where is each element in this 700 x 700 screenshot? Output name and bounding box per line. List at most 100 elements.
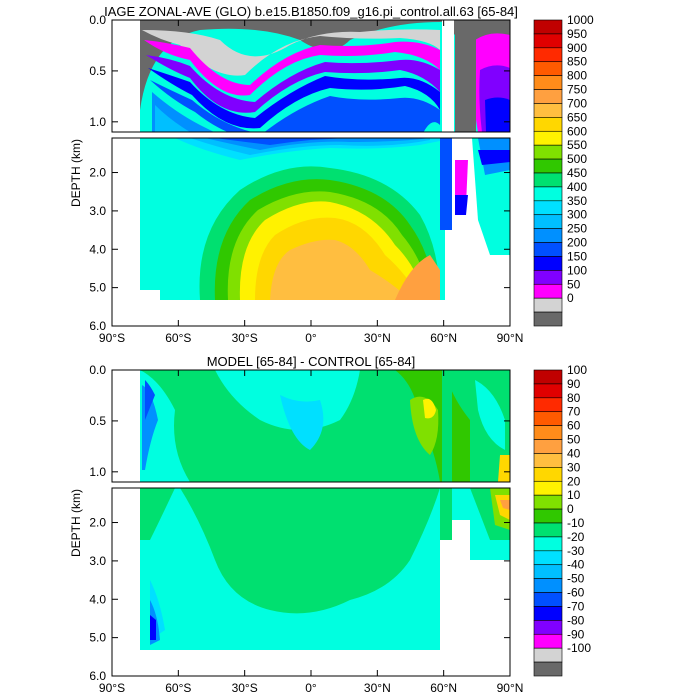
panel-1-x-ticks: 90°S 60°S 30°S 0° 30°N 60°N 90°N <box>99 20 523 345</box>
y-tick-label: 4.0 <box>89 242 106 256</box>
colorbar-label: 500 <box>567 152 587 166</box>
colorbar-swatch <box>533 494 563 510</box>
colorbar-label: 90 <box>567 377 581 391</box>
x-tick-label: 90°S <box>99 681 125 695</box>
panel-1-y-ticks-upper: 0.0 0.5 1.0 <box>89 13 510 129</box>
colorbar-swatch <box>533 228 563 243</box>
panel-2-y-ticks-lower: 2.0 3.0 4.0 5.0 6.0 <box>89 516 510 683</box>
y-tick-label: 1.0 <box>89 465 106 479</box>
colorbar-swatch <box>533 467 563 482</box>
colorbar-swatch <box>533 256 563 271</box>
y-tick-label: 4.0 <box>89 592 106 606</box>
colorbar-swatch <box>533 592 563 607</box>
colorbar-label: 100 <box>567 263 587 277</box>
colorbar-swatch <box>533 186 563 202</box>
colorbar-label: -60 <box>567 586 585 600</box>
y-tick-label: 6.0 <box>89 669 106 683</box>
x-tick-label: 30°N <box>364 331 391 345</box>
colorbar-label: -20 <box>567 530 585 544</box>
colorbar-swatch <box>533 214 563 229</box>
colorbar-swatch <box>533 19 563 35</box>
colorbar-swatch <box>533 89 563 104</box>
panel-difference: MODEL [65-84] - CONTROL [65-84] <box>69 354 591 695</box>
y-tick-label: 2.0 <box>89 516 106 530</box>
colorbar-swatch <box>533 564 563 579</box>
colorbar-label: 900 <box>567 41 587 55</box>
colorbar-swatch <box>533 383 563 399</box>
panel-2-upper-field <box>112 370 510 482</box>
colorbar-label: 40 <box>567 446 581 460</box>
colorbar-swatch <box>533 172 563 188</box>
colorbar-label: 0 <box>567 291 574 305</box>
colorbar-swatch <box>533 270 563 285</box>
x-tick-label: 60°S <box>165 681 191 695</box>
colorbar-swatch <box>533 439 563 454</box>
x-tick-label: 0° <box>305 331 317 345</box>
x-tick-label: 90°S <box>99 331 125 345</box>
y-tick-label: 6.0 <box>89 319 106 333</box>
colorbar-label: -50 <box>567 572 585 586</box>
panel-ideal-age: IAGE ZONAL-AVE (GLO) b.e15.B1850.f09_g16… <box>69 4 594 345</box>
colorbar-swatch <box>533 103 563 118</box>
colorbar-swatch <box>533 578 563 593</box>
colorbar-label: -90 <box>567 627 585 641</box>
colorbar-label: 50 <box>567 277 581 291</box>
colorbar-swatch <box>533 75 563 90</box>
y-tick-label: 0.5 <box>89 64 106 78</box>
colorbar-swatch <box>533 633 563 649</box>
colorbar-label: 250 <box>567 222 587 236</box>
colorbar-label: -30 <box>567 544 585 558</box>
colorbar-label: 70 <box>567 405 581 419</box>
colorbar-swatch <box>533 130 563 146</box>
colorbar-swatch <box>533 61 563 76</box>
x-tick-label: 60°N <box>430 681 457 695</box>
colorbar-swatch <box>533 425 563 440</box>
colorbar-swatch <box>533 297 563 313</box>
colorbar-swatch <box>533 117 563 132</box>
colorbar-swatch <box>533 311 563 327</box>
colorbar-label: 300 <box>567 208 587 222</box>
colorbar-label: -10 <box>567 516 585 530</box>
x-tick-label: 30°S <box>232 331 258 345</box>
colorbar-swatch <box>533 242 563 257</box>
panel-1-upper-field <box>112 20 510 132</box>
colorbar-swatch <box>533 453 563 468</box>
colorbar-label: 50 <box>567 433 581 447</box>
colorbar-label: 60 <box>567 419 581 433</box>
colorbar-swatch <box>533 33 563 49</box>
panel-2-colorbar: 1009080706050403020100-10-20-30-40-50-60… <box>533 363 591 677</box>
y-tick-label: 5.0 <box>89 281 106 295</box>
x-tick-label: 30°N <box>364 681 391 695</box>
colorbar-label: 550 <box>567 138 587 152</box>
panel-1-title: IAGE ZONAL-AVE (GLO) b.e15.B1850.f09_g16… <box>104 4 518 19</box>
colorbar-swatch <box>533 397 563 413</box>
colorbar-label: 10 <box>567 488 581 502</box>
colorbar-swatch <box>533 144 563 160</box>
colorbar-label: 400 <box>567 180 587 194</box>
colorbar-swatch <box>533 369 563 385</box>
colorbar-label: -100 <box>567 641 591 655</box>
panel-2-y-ticks-upper: 0.0 0.5 1.0 <box>89 363 510 479</box>
colorbar-swatch <box>533 606 563 621</box>
x-tick-label: 30°S <box>232 681 258 695</box>
colorbar-label: 200 <box>567 236 587 250</box>
panel-2-y-axis-label: DEPTH (km) <box>69 489 83 557</box>
colorbar-swatch <box>533 158 563 174</box>
y-tick-label: 5.0 <box>89 631 106 645</box>
colorbar-swatch <box>533 47 563 63</box>
panel-2-title: MODEL [65-84] - CONTROL [65-84] <box>207 354 416 369</box>
colorbar-label: 750 <box>567 83 587 97</box>
x-tick-label: 90°N <box>497 331 524 345</box>
y-tick-label: 0.0 <box>89 13 106 27</box>
colorbar-label: -40 <box>567 558 585 572</box>
y-tick-label: 1.0 <box>89 115 106 129</box>
colorbar-label: 850 <box>567 55 587 69</box>
panel-1-y-ticks-lower: 2.0 3.0 4.0 5.0 6.0 <box>89 166 510 333</box>
colorbar-label: 1000 <box>567 13 594 27</box>
colorbar-label: 30 <box>567 460 581 474</box>
colorbar-swatch <box>533 411 563 426</box>
panel-2-lower-field <box>112 488 510 676</box>
colorbar-label: 700 <box>567 96 587 110</box>
colorbar-label: -80 <box>567 613 585 627</box>
colorbar-label: -70 <box>567 599 585 613</box>
